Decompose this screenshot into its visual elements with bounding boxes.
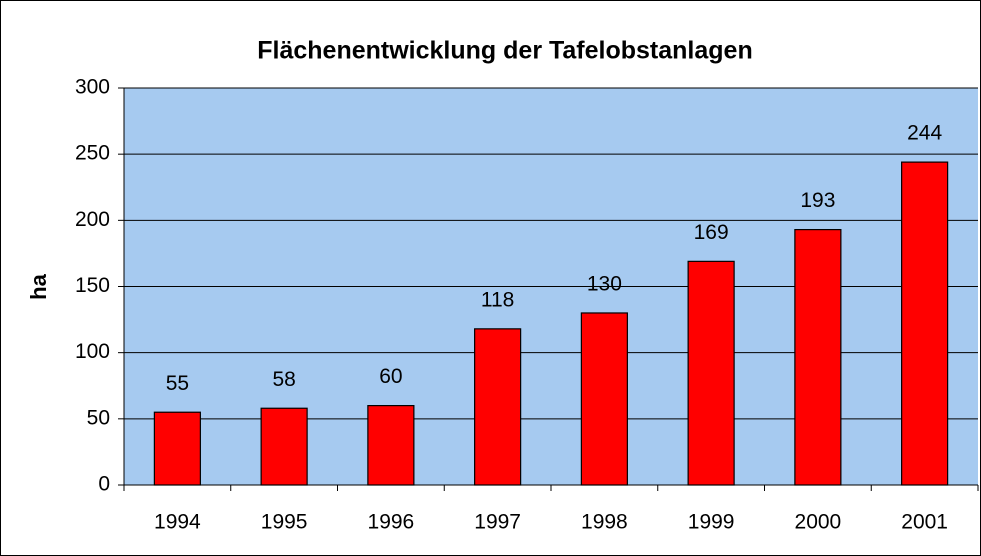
- bar: [687, 260, 735, 486]
- data-label: 60: [379, 365, 402, 388]
- data-label: 193: [800, 189, 835, 212]
- data-label: 169: [694, 221, 729, 244]
- data-label: 244: [907, 122, 942, 145]
- x-tick-label: 1999: [688, 511, 735, 534]
- bar: [367, 405, 415, 486]
- x-tick-label: 1998: [581, 511, 628, 534]
- x-tick-label: 2000: [795, 511, 842, 534]
- y-tick-label: 0: [98, 473, 110, 496]
- bar: [580, 312, 628, 486]
- x-tick-label: 1997: [474, 511, 521, 534]
- y-tick-label: 300: [75, 76, 110, 99]
- y-tick-label: 50: [87, 406, 110, 429]
- bar: [901, 161, 949, 486]
- data-label: 130: [587, 273, 622, 296]
- data-label: 58: [272, 368, 295, 391]
- y-tick-label: 100: [75, 340, 110, 363]
- y-tick-label: 200: [75, 208, 110, 231]
- y-tick-label: 250: [75, 142, 110, 165]
- y-tick-label: 150: [75, 274, 110, 297]
- data-label: 118: [481, 288, 514, 311]
- bar: [153, 411, 201, 486]
- bar: [260, 407, 308, 486]
- x-tick-label: 1994: [154, 511, 201, 534]
- x-tick-label: 2001: [901, 511, 948, 534]
- bar: [794, 228, 842, 486]
- chart-title: Flächenentwicklung der Tafelobstanlagen: [257, 37, 752, 65]
- x-tick-label: 1996: [368, 511, 415, 534]
- y-axis-label: ha: [26, 273, 51, 299]
- x-tick-label: 1995: [261, 511, 308, 534]
- data-label: 55: [166, 372, 189, 395]
- bar: [474, 328, 522, 486]
